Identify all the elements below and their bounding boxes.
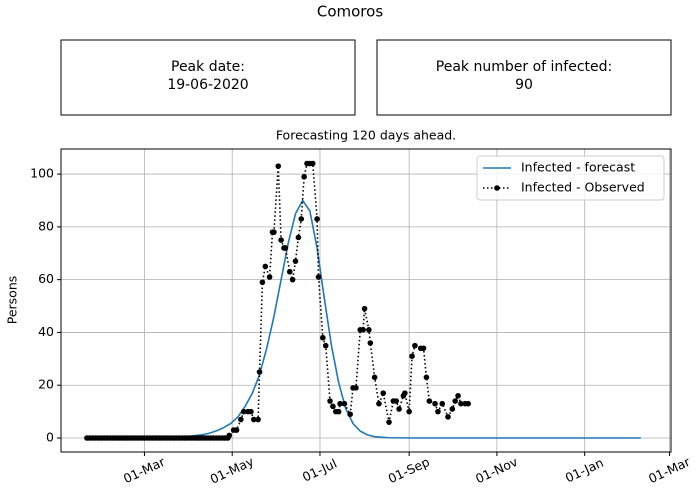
x-tick-label: 01-May (208, 453, 257, 486)
data-point (412, 342, 418, 349)
data-point (366, 326, 372, 333)
data-point (314, 216, 320, 222)
legend-label: Infected - Observed (521, 180, 645, 195)
data-point (275, 163, 282, 169)
data-point (396, 406, 402, 412)
plot-area (84, 160, 641, 441)
y-tick-label: 60 (38, 271, 54, 286)
data-point (327, 398, 333, 404)
data-point (255, 416, 261, 423)
data-point (289, 276, 296, 283)
data-point (298, 216, 305, 222)
card-label: Peak number of infected: (436, 59, 612, 75)
data-point (449, 406, 456, 412)
data-point (266, 274, 273, 280)
data-point (406, 408, 412, 415)
legend-box (476, 155, 665, 201)
x-tick-label: 01-Jul (300, 456, 339, 485)
data-point (409, 353, 415, 359)
data-point (282, 245, 289, 251)
data-point (301, 173, 307, 180)
y-tick-label: 80 (38, 218, 54, 233)
data-point (295, 234, 302, 241)
y-tick-label: 100 (30, 166, 54, 181)
data-point (426, 398, 433, 404)
series-line (86, 198, 641, 439)
data-point (322, 342, 329, 349)
y-axis-label: Persons (5, 276, 20, 325)
x-tick-label: 01-Mar (646, 454, 693, 487)
data-point (238, 416, 244, 423)
data-point (337, 400, 343, 407)
data-point (226, 432, 233, 439)
x-tick-label: 01-Mar (121, 454, 168, 487)
data-point (367, 340, 374, 346)
card-label: Peak date: (171, 59, 245, 75)
y-tick-label: 0 (46, 430, 54, 445)
data-point (458, 400, 464, 407)
data-point (309, 160, 316, 167)
data-point (320, 334, 326, 341)
data-point (347, 411, 353, 418)
data-point (465, 400, 471, 407)
data-point (341, 400, 348, 407)
data-point (286, 268, 293, 275)
data-point (271, 229, 277, 235)
data-point (248, 408, 254, 415)
data-point (233, 427, 240, 433)
data-point (393, 398, 400, 404)
info-box (60, 39, 356, 116)
chart-title: Comoros (317, 3, 383, 21)
data-point (435, 408, 441, 415)
data-point (315, 274, 322, 280)
data-point (278, 237, 284, 243)
data-point (439, 400, 446, 407)
card-value: 19-06-2020 (167, 77, 248, 93)
data-point (386, 419, 392, 425)
chart-subtitle: Forecasting 120 days ahead. (276, 128, 456, 143)
axes-frame (60, 148, 672, 453)
y-tick-label: 40 (38, 324, 54, 339)
info-box (376, 39, 672, 116)
data-point (420, 345, 427, 352)
data-point (445, 414, 451, 420)
data-point (402, 390, 408, 396)
data-point (256, 369, 263, 375)
card-value: 90 (515, 77, 533, 93)
data-point (423, 374, 430, 381)
data-point (240, 408, 247, 415)
data-point (330, 403, 336, 410)
data-point (335, 408, 342, 415)
x-tick-label: 01-Sep (386, 454, 432, 486)
data-point (292, 258, 299, 264)
data-point (360, 326, 366, 333)
x-tick-label: 01-Jan (563, 455, 606, 486)
legend-label: Infected - forecast (521, 160, 635, 175)
legend-marker (494, 185, 500, 191)
data-point (259, 279, 266, 286)
y-tick-label: 20 (38, 377, 54, 392)
data-point (262, 263, 269, 270)
data-point (452, 398, 458, 404)
data-point (250, 416, 257, 423)
data-point (361, 305, 368, 312)
data-point (376, 400, 382, 407)
data-point (380, 390, 387, 396)
x-tick-label: 01-Nov (473, 454, 520, 487)
data-point (371, 374, 378, 381)
data-point (432, 400, 438, 407)
data-point (353, 385, 359, 391)
data-point (455, 392, 461, 399)
